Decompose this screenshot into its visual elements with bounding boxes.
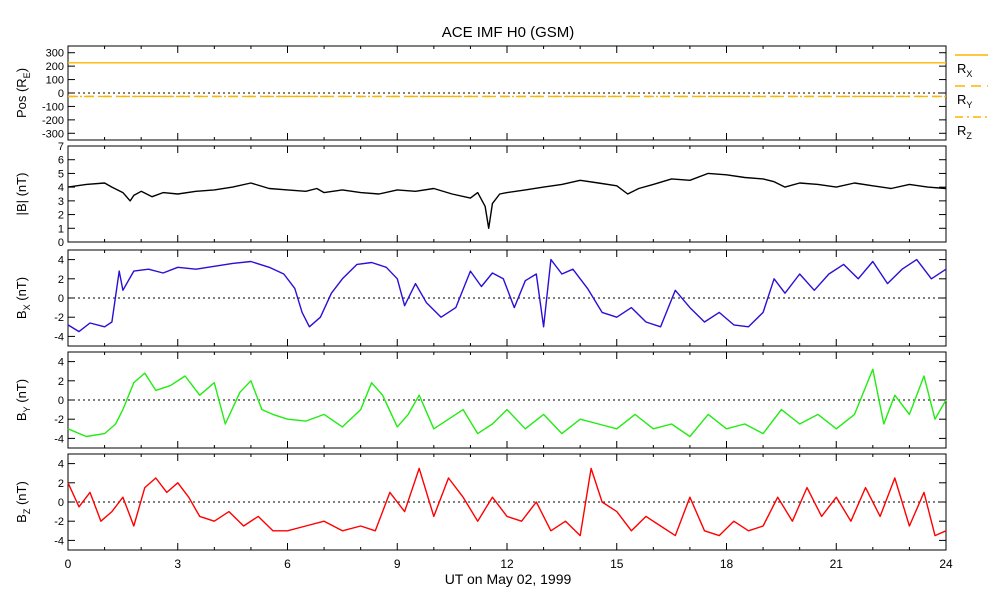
y-tick-label: -4 — [54, 331, 64, 343]
y-tick-label: 4 — [58, 255, 64, 267]
y-axis-label-subscript: Z — [22, 508, 32, 514]
figure-title: ACE IMF H0 (GSM) — [442, 24, 575, 41]
x-tick-label: 24 — [939, 557, 953, 571]
y-tick-label: 0 — [58, 237, 64, 249]
y-tick-label: 2 — [58, 210, 64, 222]
y-tick-label: -300 — [42, 128, 64, 140]
series-line-btotal — [67, 172, 947, 230]
y-tick-label: 0 — [58, 88, 64, 100]
y-axis-label-text: |B| (nT) — [14, 173, 29, 216]
y-axis-label-tail: (nT) — [14, 481, 29, 508]
x-tick-label: 6 — [284, 557, 291, 571]
y-axis-label-subscript: Y — [22, 406, 32, 412]
y-tick-label: -200 — [42, 115, 64, 127]
y-tick-label: 4 — [58, 459, 64, 471]
y-tick-label: 2 — [58, 478, 64, 490]
y-tick-label: 0 — [58, 395, 64, 407]
y-tick-label: 4 — [58, 182, 64, 194]
legend-label-subscript: X — [966, 69, 972, 79]
x-tick-label: 15 — [610, 557, 624, 571]
legend-label-text: R — [957, 61, 966, 76]
y-axis-label-tail: ) — [14, 68, 29, 72]
y-tick-label: 5 — [58, 168, 64, 180]
y-tick-label: 0 — [58, 293, 64, 305]
panel-by: 4 2 0 -2 -4 BY (nT) — [14, 351, 947, 449]
y-axis-label-subscript: X — [22, 304, 32, 310]
x-tick-labels: 0 3 6 9 12 15 18 21 24 — [65, 557, 953, 571]
legend-label-y: RY — [957, 92, 972, 110]
x-tick-label: 9 — [394, 557, 401, 571]
y-axis-label: BZ (nT) — [14, 481, 32, 523]
x-tick-label: 18 — [720, 557, 734, 571]
legend-label-subscript: Y — [966, 100, 972, 110]
legend-label-x: RX — [957, 61, 972, 79]
series-line-bz — [67, 467, 947, 537]
panel-bz: 4 2 0 -2 -4 BZ (nT) — [14, 453, 947, 551]
y-tick-label: -2 — [54, 312, 64, 324]
y-tick-label: 3 — [58, 196, 64, 208]
x-tick-label: 12 — [500, 557, 514, 571]
y-tick-label: 2 — [58, 274, 64, 286]
y-axis-label: BX (nT) — [14, 277, 32, 319]
y-tick-label: -2 — [54, 414, 64, 426]
legend-label-text: R — [957, 123, 966, 138]
panel-bx: 4 2 0 -2 -4 BX (nT) — [14, 249, 947, 347]
y-axis-label-text: B — [14, 514, 29, 523]
y-tick-label: 2 — [58, 376, 64, 388]
y-tick-label: -4 — [54, 433, 64, 445]
y-axis-label-tail: (nT) — [14, 277, 29, 304]
y-tick-label: -4 — [54, 535, 64, 547]
legend-label-z: RZ — [957, 123, 972, 141]
y-tick-label: 200 — [46, 61, 64, 73]
y-tick-label: 100 — [46, 75, 64, 87]
y-tick-label: 0 — [58, 497, 64, 509]
x-tick-label: 3 — [174, 557, 181, 571]
y-axis-label-text: B — [14, 310, 29, 319]
y-tick-label: -2 — [54, 516, 64, 528]
y-axis-label: Pos (RE) — [14, 68, 32, 118]
legend-label-text: R — [957, 92, 966, 107]
series-line-bx — [67, 258, 947, 333]
y-tick-label: -100 — [42, 101, 64, 113]
series-line-by — [67, 368, 947, 438]
x-axis-label: UT on May 02, 1999 — [445, 571, 572, 587]
y-axis-label-text: B — [14, 412, 29, 421]
y-tick-label: 6 — [58, 155, 64, 167]
legend-label-subscript: Z — [966, 131, 972, 141]
y-axis-label: |B| (nT) — [14, 173, 29, 216]
x-tick-label: 0 — [65, 557, 72, 571]
y-tick-label: 7 — [58, 141, 64, 153]
y-axis-label: BY (nT) — [14, 379, 32, 421]
y-axis-label-text: Pos (R — [14, 78, 29, 118]
y-axis-label-subscript: E — [22, 72, 32, 78]
x-tick-label: 21 — [830, 557, 844, 571]
y-tick-label: 4 — [58, 357, 64, 369]
y-axis-label-tail: (nT) — [14, 379, 29, 406]
y-tick-label: 1 — [58, 223, 64, 235]
y-tick-label: 300 — [46, 48, 64, 60]
